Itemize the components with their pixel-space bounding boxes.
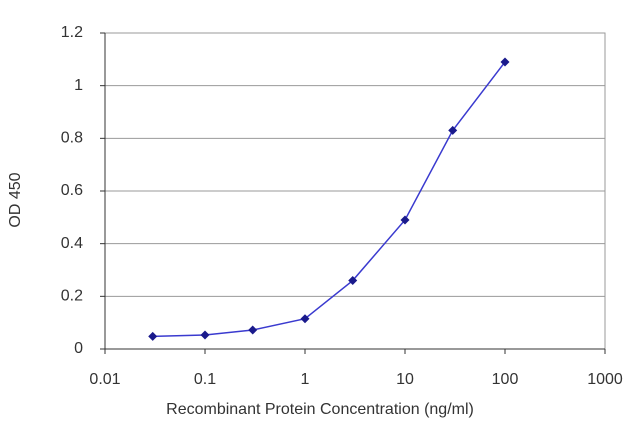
y-tick-label: 0.8 [61,130,83,147]
x-tick-label: 0.01 [89,371,120,388]
x-tick-label: 1000 [587,371,623,388]
data-point [348,276,358,286]
x-tick-label: 10 [396,371,414,388]
y-tick-label: 0.2 [61,288,83,305]
y-tick-label: 1 [74,77,83,94]
data-point [148,331,158,341]
data-point [448,125,458,135]
data-point [500,57,510,67]
x-axis-label: Recombinant Protein Concentration (ng/ml… [166,401,474,418]
y-tick-label: 0.4 [61,235,83,252]
data-line [152,61,506,338]
data-point [400,215,410,225]
y-tick-label: 0.6 [61,182,83,199]
data-point [200,330,210,340]
data-point [248,325,258,335]
y-tick-label: 1.2 [61,24,83,41]
x-tick-label: 0.1 [194,371,216,388]
x-tick-label: 1 [301,371,310,388]
x-tick-label: 100 [492,371,519,388]
y-tick-label: 0 [74,340,83,357]
data-point [300,314,310,324]
y-axis-label: OD 450 [7,172,24,227]
